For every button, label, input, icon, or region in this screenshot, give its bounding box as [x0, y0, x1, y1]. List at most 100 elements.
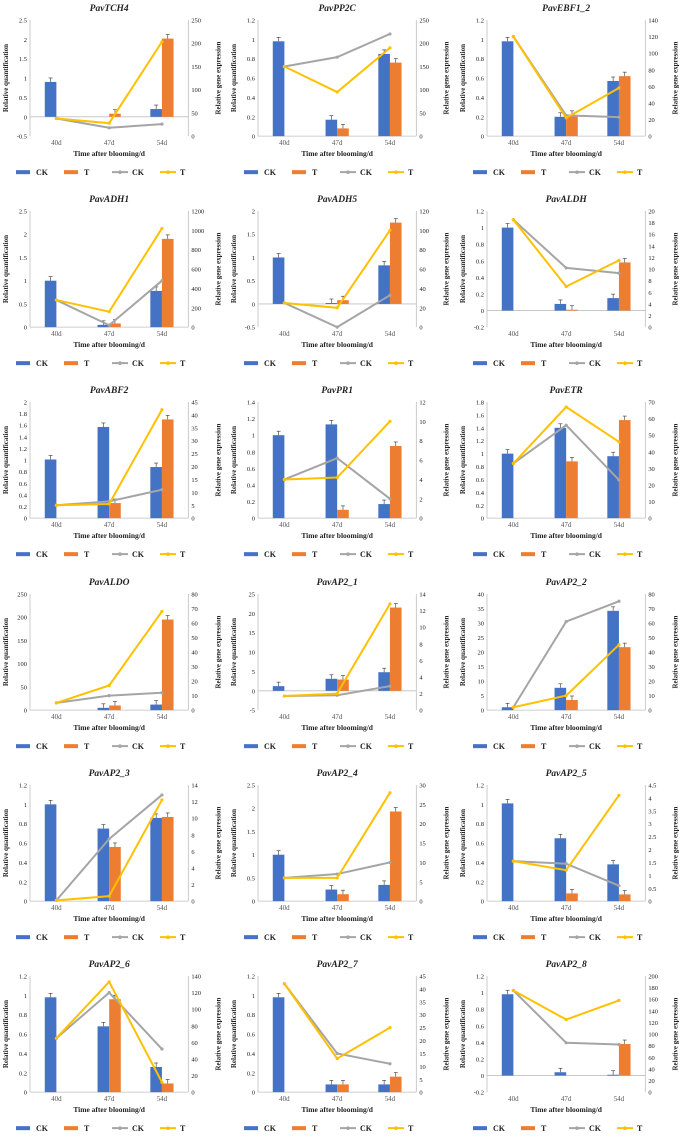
y2-tick-label: 30	[420, 1012, 426, 1019]
y2-tick-label: 60	[191, 620, 197, 627]
x-tick-label: 54d	[157, 521, 168, 529]
legend-line-ck-marker	[574, 170, 579, 174]
x-tick-label: 47d	[561, 330, 572, 338]
y2-tick-label: 12	[191, 799, 197, 806]
line-point	[107, 894, 111, 898]
bar-ck	[606, 80, 619, 137]
legend-line-ck-label: CK	[360, 168, 373, 177]
y-axis-label: Relative quantification	[230, 426, 238, 494]
y2-tick-label: 2	[420, 691, 423, 698]
legend-bar-t-label: T	[312, 1124, 318, 1133]
y-tick-label: 1	[480, 802, 483, 809]
x-tick-label: 47d	[332, 330, 343, 338]
y2-tick-label: 30	[648, 466, 654, 473]
x-axis-label: Time after blooming/d	[302, 914, 374, 923]
legend-bar-ck-label: CK	[36, 359, 49, 368]
x-axis-label: Time after blooming/d	[530, 531, 602, 540]
y-axis-label: Relative quantification	[2, 426, 10, 494]
y-tick-label: 0.2	[247, 1070, 255, 1077]
x-tick-label: 47d	[561, 1095, 572, 1103]
legend-bar-ck-label: CK	[264, 168, 277, 177]
x-tick-label: 40d	[279, 1095, 290, 1103]
line-point	[160, 1080, 164, 1084]
bar-ck	[501, 706, 514, 710]
y2-tick-label: 45	[191, 400, 197, 407]
bar-ck	[273, 257, 285, 305]
bar-ck	[606, 456, 619, 519]
chart-title: PavAP2_4	[317, 769, 358, 779]
legend-line-ck-marker	[118, 170, 122, 174]
bar-ck	[97, 427, 110, 519]
y-axis-label: Relative quantification	[459, 809, 467, 877]
y-tick-label: 1.2	[247, 17, 255, 24]
chart-PavPP2C: PavPP2C 0 0.2 0.4 0.6 0.8 1 1.2 0 50 100 150 200 250 4…	[230, 4, 450, 177]
legend-bar-t-label: T	[84, 933, 90, 942]
x-tick-label: 47d	[332, 1095, 343, 1103]
y2-tick-label: 200	[191, 305, 201, 312]
y-tick-label: 1.2	[476, 973, 484, 980]
y2-axis-label: Relative gene expression	[214, 424, 222, 497]
legend-line-t-label: T	[637, 168, 643, 177]
bar-ck	[273, 685, 285, 691]
line-point	[616, 115, 621, 119]
bar-ck	[606, 610, 619, 710]
y-axis-label: Relative quantification	[230, 1000, 238, 1068]
y-tick-label: 5	[252, 668, 255, 675]
y-tick-label: 0.2	[247, 499, 255, 506]
legend-line-t-label: T	[180, 1124, 186, 1133]
y2-tick-label: 50	[648, 635, 654, 642]
x-tick-label: 47d	[104, 521, 115, 529]
line-point	[616, 642, 621, 646]
y2-tick-label: 600	[191, 267, 201, 274]
y-tick-label: -0.2	[473, 1089, 483, 1096]
legend-line-t-marker	[166, 935, 170, 939]
y2-tick-label: 10	[648, 267, 654, 274]
y-tick-label: 1.5	[247, 829, 255, 836]
line-point	[160, 279, 164, 283]
y-tick-label: 0	[24, 1089, 27, 1096]
bar-ck	[501, 994, 514, 1076]
y2-tick-label: 4	[420, 477, 424, 484]
y-tick-label: 1.2	[476, 17, 484, 24]
line-point	[564, 423, 568, 428]
y2-tick-label: 8	[420, 641, 423, 648]
bar-t	[565, 699, 578, 710]
y2-tick-label: 12	[420, 400, 426, 407]
legend-line-ck-label: CK	[589, 1124, 602, 1133]
legend-bar-t-swatch	[520, 743, 535, 748]
y2-tick-label: 60	[648, 1055, 654, 1062]
chart-title: PavAP2_2	[545, 577, 586, 587]
y2-tick-label: 16	[648, 232, 655, 239]
chart-title: PavAP2_1	[317, 577, 358, 587]
legend-line-ck-label: CK	[132, 550, 145, 559]
line-point	[107, 502, 111, 506]
y2-tick-label: 12	[648, 255, 654, 262]
y2-tick-label: 10	[420, 860, 426, 867]
line-point	[283, 478, 287, 482]
y2-axis-label: Relative gene expression	[214, 42, 222, 115]
legend-bar-ck-swatch	[16, 934, 31, 939]
legend-line-t-label: T	[637, 550, 643, 559]
series-line-ck	[512, 36, 619, 119]
legend-line-ck-label: CK	[132, 742, 145, 751]
bar-ck	[325, 889, 338, 901]
legend-bar-t-swatch	[64, 1125, 78, 1130]
y2-tick-label: 6	[191, 849, 195, 856]
line-point	[511, 859, 515, 863]
legend-bar-t-label: T	[541, 550, 547, 559]
y2-tick-label: 10	[648, 693, 654, 700]
legend-line-ck-label: CK	[360, 742, 373, 751]
y2-tick-label: 12	[420, 608, 426, 615]
y-tick-label: 0	[24, 325, 27, 332]
y2-tick-label: 0	[191, 707, 194, 714]
legend-bar-t-swatch	[292, 552, 307, 557]
y2-tick-label: 8	[420, 439, 423, 446]
legend-line-t-label: T	[408, 1124, 414, 1133]
y-tick-label: 2.5	[247, 782, 255, 789]
chart-title: PavPP2C	[319, 4, 357, 14]
legend-bar-t-swatch	[64, 934, 78, 939]
y-axis-label: Relative quantification	[459, 1000, 467, 1068]
x-tick-label: 40d	[279, 713, 290, 721]
bar-ck	[325, 424, 338, 519]
